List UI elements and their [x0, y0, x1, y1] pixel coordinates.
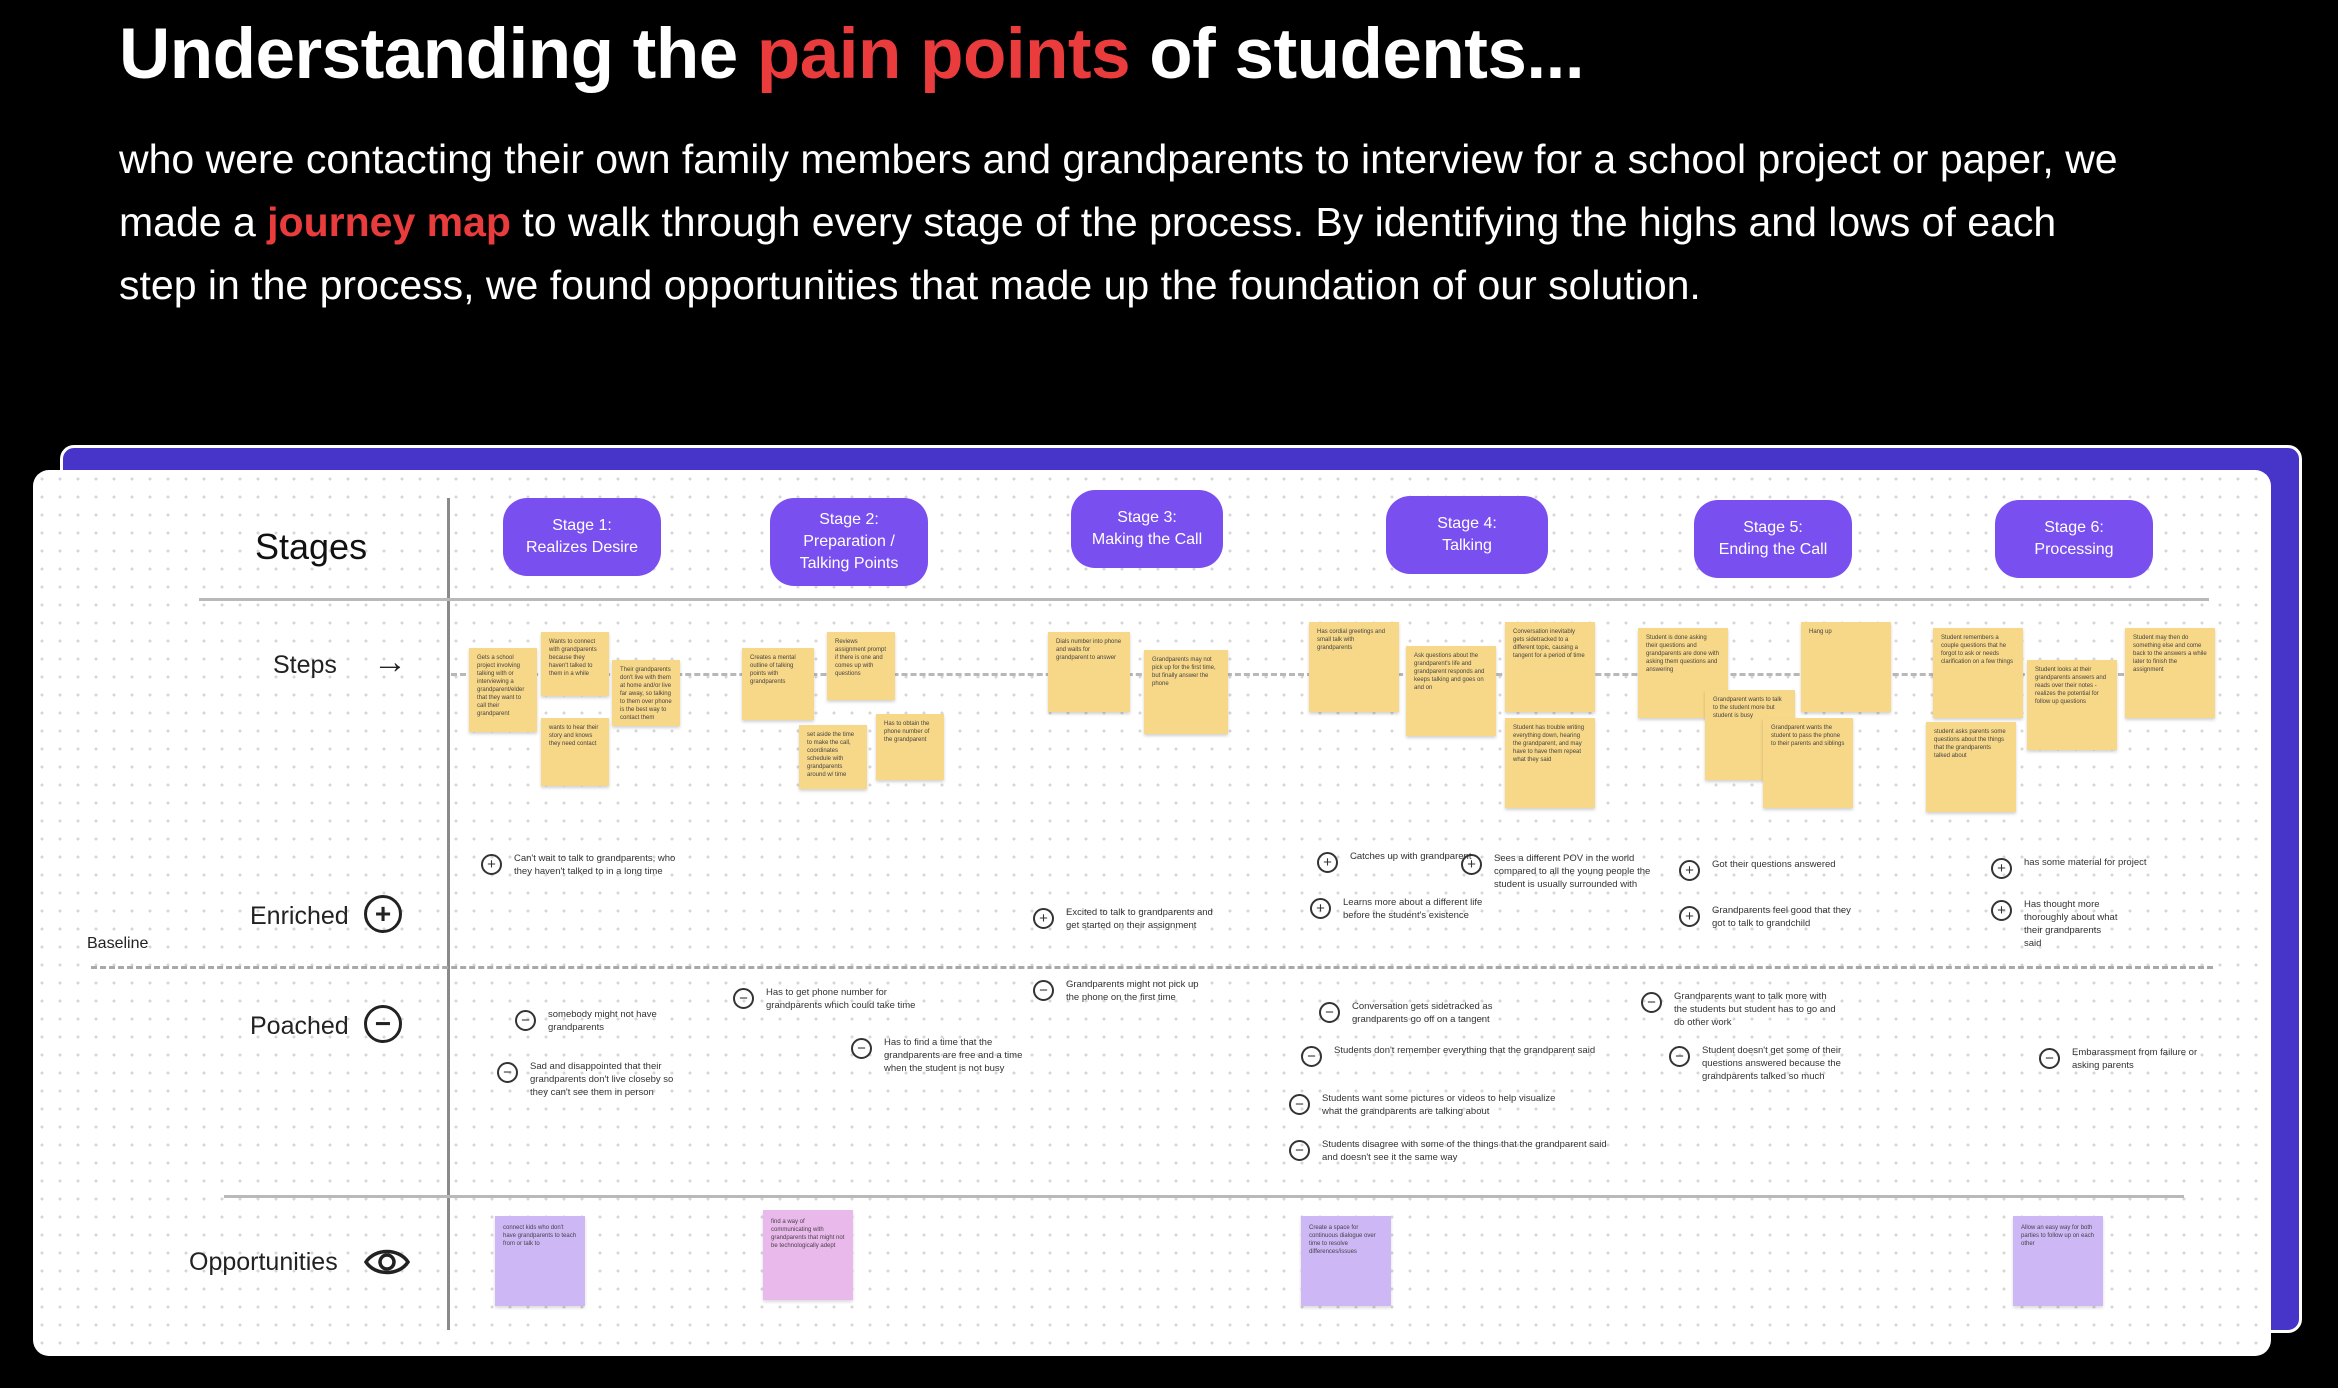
plus-circle-icon: + — [1679, 860, 1700, 881]
poached-note: − Students want some pictures or videos t… — [1289, 1092, 1559, 1118]
minus-circle-icon: − — [364, 1005, 402, 1043]
step-sticky: Has to obtain the phone number of the gr… — [876, 714, 944, 780]
plus-circle-icon: + — [1679, 906, 1700, 927]
opportunities-divider — [224, 1195, 2184, 1198]
poached-note: − Grandparents might not pick up the phon… — [1033, 978, 1213, 1004]
poached-note: − Sad and disappointed that their grandpa… — [497, 1060, 687, 1099]
poached-note: − Grandparents want to talk more with the… — [1641, 990, 1841, 1029]
label-column-divider — [447, 498, 450, 1330]
baseline-line — [91, 966, 2213, 969]
opportunity-sticky: find a way of communicating with grandpa… — [763, 1210, 853, 1300]
step-sticky: Grandparents may not pick up for the fir… — [1144, 650, 1228, 734]
step-sticky: Wants to connect with grandparents becau… — [541, 632, 609, 696]
poached-note: − Conversation gets sidetracked as grandp… — [1319, 1000, 1519, 1026]
minus-circle-icon: − — [851, 1038, 872, 1059]
stages-label: Stages — [255, 526, 368, 567]
steps-timeline — [451, 673, 2151, 676]
step-sticky: Reviews assignment prompt if there is on… — [827, 632, 895, 700]
enriched-note: + Excited to talk to grandparents and get… — [1033, 906, 1213, 932]
step-sticky: Creates a mental outline of talking poin… — [742, 648, 814, 720]
plus-circle-icon: + — [1461, 854, 1482, 875]
heading-part2: of students... — [1130, 15, 1585, 94]
minus-circle-icon: − — [1289, 1094, 1310, 1115]
intro-paragraph: who were contacting their own family mem… — [119, 128, 2139, 317]
step-sticky: set aside the time to make the call, coo… — [799, 725, 867, 789]
baseline-label: Baseline — [87, 935, 149, 952]
poached-note: − Student doesn't get some of their quest… — [1669, 1044, 1884, 1083]
enriched-note: + Catches up with grandparent — [1317, 850, 1487, 873]
journey-map-board: Stages Steps → Enriched + Baseline Poach… — [33, 470, 2271, 1356]
minus-circle-icon: − — [497, 1062, 518, 1083]
poached-note: − Students disagree with some of the thin… — [1289, 1138, 1619, 1164]
opportunities-label: Opportunities — [189, 1248, 338, 1276]
minus-circle-icon: − — [1319, 1002, 1340, 1023]
minus-circle-icon: − — [1033, 980, 1054, 1001]
step-sticky: Student has trouble writing everything d… — [1505, 718, 1595, 808]
stage-pill-3: Stage 3: Making the Call — [1071, 490, 1223, 568]
step-sticky: Has cordial greetings and small talk wit… — [1309, 622, 1399, 712]
minus-circle-icon: − — [1301, 1046, 1322, 1067]
intro-part1: who were contacting their own family mem… — [119, 136, 2118, 245]
plus-circle-icon: + — [1991, 900, 2012, 921]
intro-highlight: journey map — [267, 199, 511, 245]
stage-pill-1: Stage 1: Realizes Desire — [503, 498, 661, 576]
poached-note: − Embarassment from failure or asking par… — [2039, 1046, 2219, 1072]
poached-note: − somebody might not have grandparents — [515, 1008, 680, 1034]
step-sticky: wants to hear their story and knows they… — [541, 718, 609, 786]
minus-circle-icon: − — [1641, 992, 1662, 1013]
step-sticky: Grandparent wants the student to pass th… — [1763, 718, 1853, 808]
plus-circle-icon: + — [1991, 858, 2012, 879]
plus-circle-icon: + — [364, 895, 402, 933]
opportunity-sticky: Allow an easy way for both parties to fo… — [2013, 1216, 2103, 1306]
plus-circle-icon: + — [1317, 852, 1338, 873]
minus-circle-icon: − — [1669, 1046, 1690, 1067]
step-sticky: Gets a school project involving talking … — [469, 648, 537, 732]
arrow-right-icon: → — [373, 643, 407, 681]
enriched-note: + Got their questions answered — [1679, 858, 1859, 881]
step-sticky: Conversation inevitably gets sidetracked… — [1505, 622, 1595, 712]
stage-pill-5: Stage 5: Ending the Call — [1694, 500, 1852, 578]
step-sticky: Student remembers a couple questions tha… — [1933, 628, 2023, 718]
enriched-label: Enriched — [250, 902, 349, 930]
minus-circle-icon: − — [515, 1010, 536, 1031]
steps-label: Steps — [273, 651, 337, 679]
poached-label: Poached — [250, 1012, 349, 1040]
heading-part1: Understanding the — [119, 15, 757, 94]
step-sticky: Student may then do something else and c… — [2125, 628, 2215, 718]
step-sticky: Their grandparents don't live with them … — [612, 660, 680, 726]
stage-pill-6: Stage 6: Processing — [1995, 500, 2153, 578]
enriched-note: + Can't wait to talk to grandparents, who… — [481, 852, 681, 878]
opportunity-sticky: Create a space for continuous dialogue o… — [1301, 1216, 1391, 1306]
minus-circle-icon: − — [733, 988, 754, 1009]
minus-circle-icon: − — [2039, 1048, 2060, 1069]
plus-circle-icon: + — [481, 854, 502, 875]
step-sticky: Hang up — [1801, 622, 1891, 712]
step-sticky: Student is done asking their questions a… — [1638, 628, 1728, 718]
enriched-note: + Sees a different POV in the world compa… — [1461, 852, 1656, 891]
enriched-note: + Grandparents feel good that they got to… — [1679, 904, 1859, 930]
step-sticky: Ask questions about the grandparent's li… — [1406, 646, 1496, 736]
poached-note: − Students don't remember everything that… — [1301, 1044, 1621, 1067]
step-sticky: Student looks at their grandparents answ… — [2027, 660, 2117, 750]
opportunity-sticky: connect kids who don't have grandparents… — [495, 1216, 585, 1306]
intro-part2: to walk through every stage of the proce… — [119, 199, 2057, 308]
stage-pill-4: Stage 4: Talking — [1386, 496, 1548, 574]
page-heading: Understanding the pain points of student… — [119, 14, 1585, 95]
poached-note: − Has to find a time that the grandparent… — [851, 1036, 1031, 1075]
plus-circle-icon: + — [1033, 908, 1054, 929]
eye-icon — [363, 1249, 411, 1275]
heading-highlight: pain points — [756, 15, 1131, 94]
enriched-note: + has some material for project — [1991, 856, 2151, 879]
stages-divider — [199, 598, 2209, 601]
enriched-note: + Learns more about a different life befo… — [1310, 896, 1485, 922]
minus-circle-icon: − — [1289, 1140, 1310, 1161]
enriched-note: + Has thought more thoroughly about what … — [1991, 898, 2121, 950]
stage-pill-2: Stage 2: Preparation / Talking Points — [770, 498, 928, 586]
step-sticky: student asks parents some questions abou… — [1926, 722, 2016, 812]
poached-note: − Has to get phone number for grandparent… — [733, 986, 933, 1012]
step-sticky: Dials number into phone and waits for gr… — [1048, 632, 1130, 712]
plus-circle-icon: + — [1310, 898, 1331, 919]
